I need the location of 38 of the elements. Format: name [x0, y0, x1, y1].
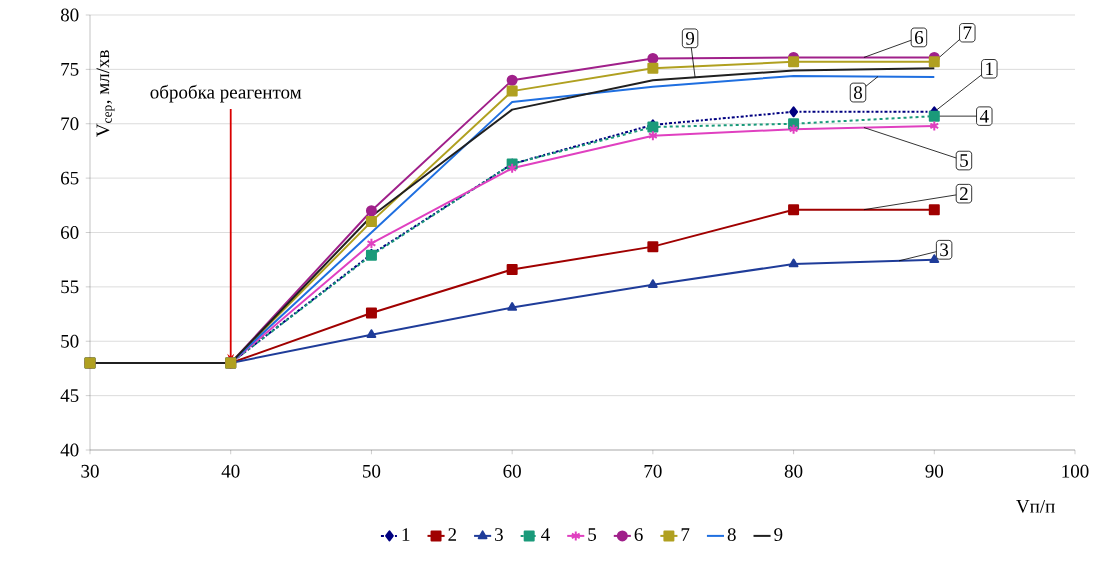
- y-tick-label: 65: [61, 171, 79, 185]
- text: 7: [963, 26, 972, 39]
- y-tick-label: 80: [60, 8, 79, 22]
- y-tick-label: 55: [61, 280, 79, 294]
- x-tick-label: 30: [81, 464, 99, 478]
- text: 5: [960, 154, 968, 167]
- text: 6: [915, 31, 924, 44]
- legend-label: 8: [727, 528, 736, 541]
- y-tick-label: 60: [61, 226, 79, 239]
- x-tick-label: 100: [1062, 464, 1089, 478]
- y-tick-label: 40: [60, 443, 79, 457]
- x-tick-label: 80: [784, 464, 803, 478]
- legend-label: 1: [402, 528, 410, 541]
- text: 1: [986, 62, 993, 76]
- y-tick-label: 70: [61, 117, 79, 131]
- x-axis-title: Vп/п: [1016, 500, 1055, 513]
- x-tick-label: 50: [363, 464, 381, 478]
- annotation: обробка реагентом: [150, 84, 302, 103]
- legend-label: 3: [495, 528, 503, 541]
- x-tick-label: 60: [503, 464, 521, 478]
- y-tick-label: 50: [61, 334, 79, 348]
- y-tick-label: 45: [60, 389, 79, 402]
- legend-label: 6: [634, 528, 643, 541]
- y-tick-label: 75: [61, 63, 79, 76]
- text: 9: [685, 31, 695, 45]
- legend-label: 4: [541, 528, 550, 541]
- text: 8: [853, 86, 863, 99]
- text: 2: [960, 187, 968, 200]
- legend-label: 5: [588, 528, 597, 541]
- text: 4: [979, 109, 989, 123]
- legend-label: 2: [448, 528, 457, 541]
- x-tick-label: 90: [925, 464, 944, 478]
- legend-label: 7: [681, 528, 690, 541]
- x-tick-label: 40: [221, 464, 240, 478]
- text: 3: [940, 243, 949, 257]
- x-tick-label: 70: [644, 464, 662, 478]
- legend-label: 9: [774, 528, 783, 541]
- y-axis-title: V$_{сер}$, мл/хв: [96, 50, 115, 137]
